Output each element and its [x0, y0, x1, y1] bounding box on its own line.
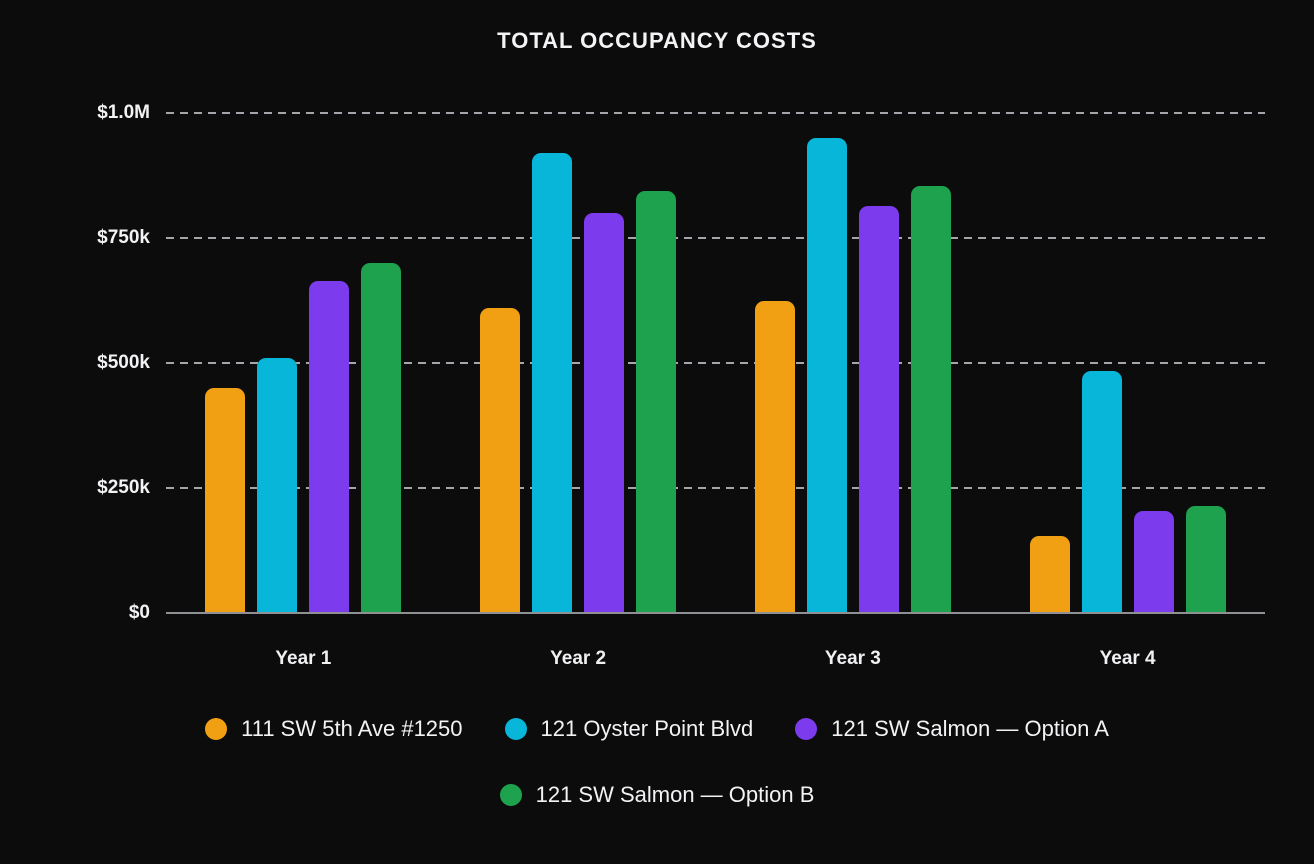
x-axis-category-label: Year 4: [1099, 648, 1156, 669]
bar-year-2-series-2[interactable]: [584, 213, 624, 613]
bar-year-4-series-0[interactable]: [1030, 535, 1070, 613]
gridline: [166, 112, 1265, 114]
legend-color-dot-icon: [499, 784, 522, 806]
gridline: [166, 237, 1265, 239]
legend-color-dot-icon: [504, 718, 527, 740]
bar-year-2-series-0[interactable]: [480, 308, 520, 613]
y-axis-tick-label: $500k: [97, 352, 150, 373]
bar-year-2-series-3[interactable]: [636, 190, 676, 613]
bar-year-4-series-3[interactable]: [1186, 505, 1226, 613]
legend-item-label: 121 SW Salmon — Option B: [535, 782, 815, 807]
bar-year-2-series-1[interactable]: [532, 153, 572, 613]
bar-year-3-series-1[interactable]: [807, 138, 847, 613]
bar-year-1-series-1[interactable]: [257, 358, 297, 613]
legend-item-label: 121 Oyster Point Blvd: [540, 716, 754, 741]
legend-item[interactable]: 121 SW Salmon — Option A: [795, 716, 1109, 742]
x-axis: Year 1 Year 2 Year 3 Year 4: [166, 648, 1265, 682]
x-axis-category-label: Year 1: [275, 648, 332, 669]
plot-area: [166, 112, 1265, 614]
legend-row: 121 SW Salmon — Option B: [499, 782, 815, 808]
gridline: [166, 487, 1265, 489]
legend-color-dot-icon: [205, 718, 228, 740]
bar-year-1-series-3[interactable]: [361, 263, 401, 613]
legend-item[interactable]: 111 SW 5th Ave #1250: [205, 716, 463, 742]
bar-year-4-series-2[interactable]: [1134, 510, 1174, 613]
legend-item-label: 111 SW 5th Ave #1250: [241, 716, 463, 741]
bar-year-3-series-0[interactable]: [755, 300, 795, 613]
legend-item-label: 121 SW Salmon — Option A: [831, 716, 1109, 741]
x-axis-category-label: Year 2: [550, 648, 607, 669]
y-axis-tick-label: $0: [128, 602, 150, 623]
legend: 111 SW 5th Ave #1250 121 Oyster Point Blv…: [0, 716, 1314, 808]
bar-year-4-series-1[interactable]: [1082, 370, 1122, 613]
legend-item[interactable]: 121 SW Salmon — Option B: [499, 782, 815, 808]
legend-color-dot-icon: [795, 718, 818, 740]
y-axis: $0 $250k $500k $750k $1.0M: [0, 102, 150, 623]
bar-year-1-series-0[interactable]: [205, 388, 245, 613]
gridline: [166, 362, 1265, 364]
bar-year-3-series-3[interactable]: [911, 185, 951, 613]
legend-row: 111 SW 5th Ave #1250 121 Oyster Point Blv…: [205, 716, 1109, 742]
y-axis-tick-label: $750k: [97, 227, 150, 248]
x-axis-line: [166, 612, 1265, 614]
bar-year-1-series-2[interactable]: [309, 280, 349, 613]
bar-year-3-series-2[interactable]: [859, 205, 899, 613]
legend-item[interactable]: 121 Oyster Point Blvd: [504, 716, 754, 742]
chart-title: TOTAL OCCUPANCY COSTS: [497, 28, 817, 53]
y-axis-tick-label: $1.0M: [97, 102, 150, 123]
x-axis-category-label: Year 3: [824, 648, 881, 669]
y-axis-tick-label: $250k: [97, 477, 150, 498]
